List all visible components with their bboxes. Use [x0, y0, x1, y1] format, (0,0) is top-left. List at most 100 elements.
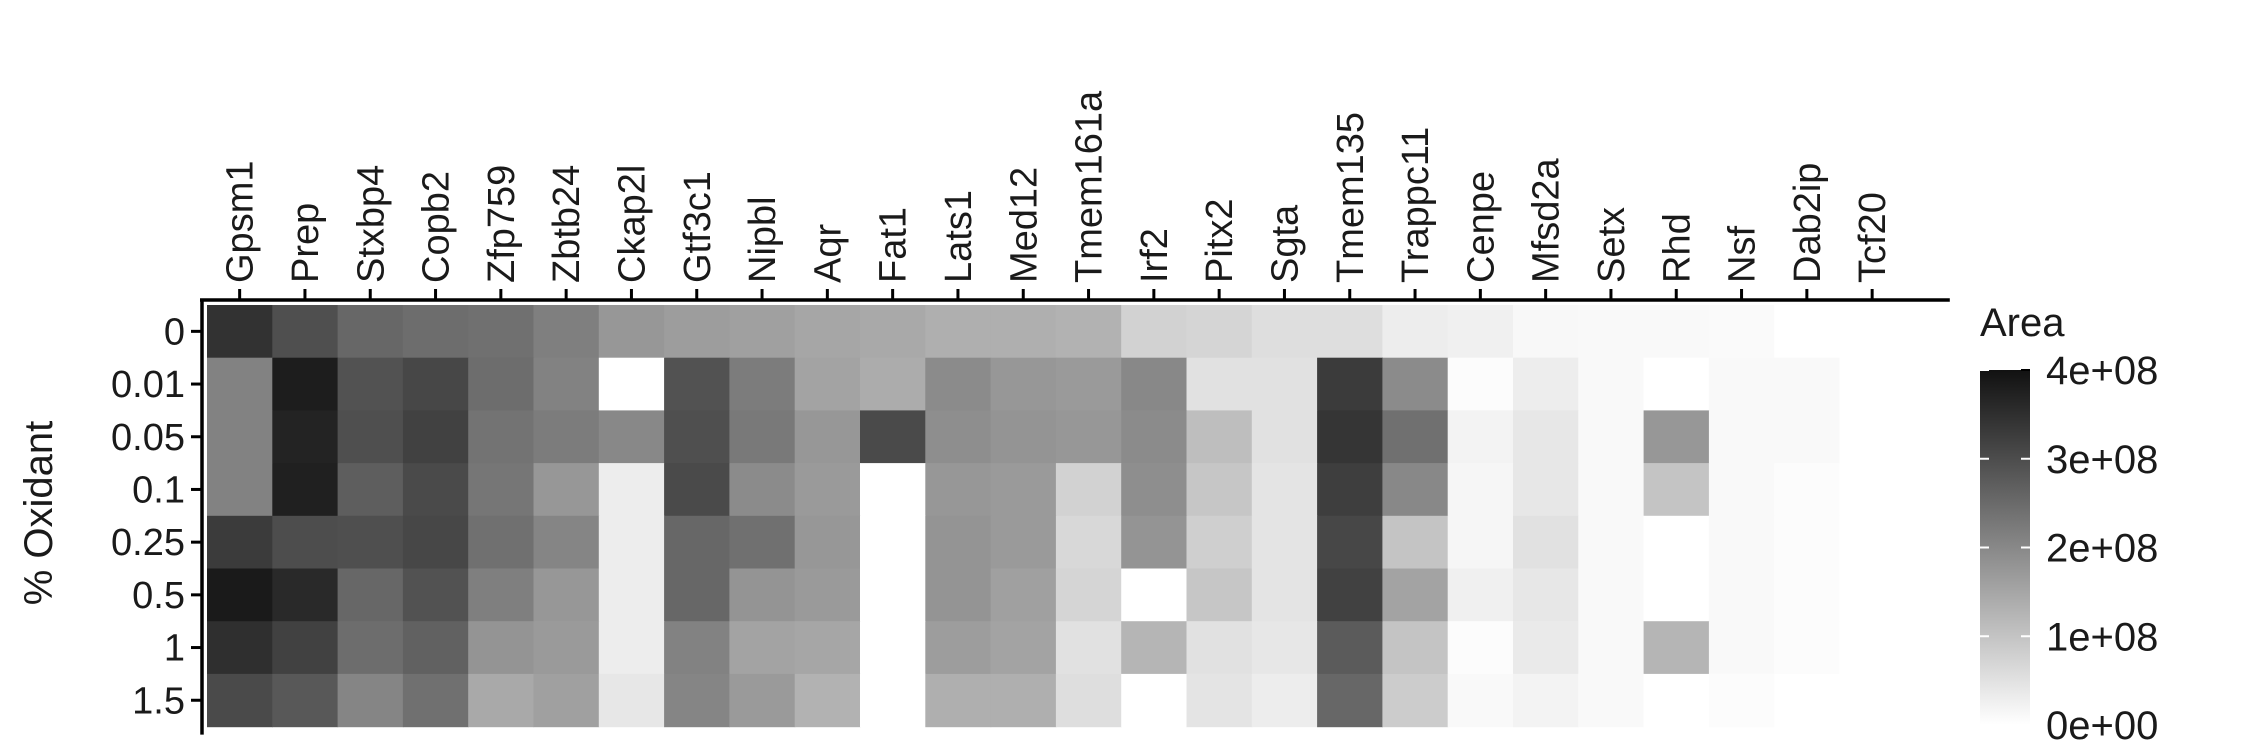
- heatmap-cell-0-Rhd: [1643, 305, 1710, 359]
- heatmap-cell-0-Trappc11: [1382, 305, 1449, 359]
- column-label-Lats1: Lats1: [938, 190, 980, 283]
- heatmap-cell-1.5-Sgta: [1251, 673, 1318, 728]
- heatmap-cell-0.05-Setx: [1578, 410, 1645, 464]
- heatmap-cell-0.5-Tmem135: [1317, 568, 1383, 622]
- heatmap-cell-0.25-Aqr: [794, 515, 861, 570]
- heatmap-cell-1.5-Tcf20: [1839, 673, 1906, 728]
- heatmap-cell-0.01-Zbtb24: [533, 357, 600, 411]
- column-label-Cenpe: Cenpe: [1460, 171, 1502, 283]
- row-label-1: 1: [164, 628, 185, 670]
- heatmap-cell-0.01-Tcf20: [1839, 357, 1906, 411]
- heatmap-cell-0-Mfsd2a: [1513, 305, 1579, 359]
- heatmap-cell-0.5-Nsf: [1708, 568, 1775, 622]
- heatmap-cell-0.01-Dab2ip: [1774, 357, 1841, 411]
- heatmap-cell-0.5-Zfp759: [468, 568, 535, 622]
- heatmap-cell-0.1-Irf2: [1121, 463, 1188, 517]
- heatmap-cell-0.1-Tmem135: [1317, 463, 1383, 517]
- heatmap-cell-1-Sgta: [1251, 621, 1318, 675]
- column-label-Med12: Med12: [1003, 167, 1045, 283]
- heatmap-cell-0-Copb2: [402, 305, 469, 359]
- heatmap-cell-0.05-Lats1: [925, 410, 992, 464]
- heatmap-cell-1-Aqr: [794, 621, 861, 675]
- heatmap-cell-0.5-Tmem161a: [1055, 568, 1122, 622]
- heatmap-cell-0.01-Copb2: [402, 357, 469, 411]
- heatmap-cell-0.1-Tmem161a: [1055, 463, 1122, 517]
- heatmap-cell-1-Zbtb24: [533, 621, 600, 675]
- heatmap-cell-0.5-Med12: [990, 568, 1057, 622]
- heatmap-cell-0-Prep: [272, 305, 339, 359]
- column-label-Stxbp4: Stxbp4: [350, 165, 392, 283]
- heatmap-cell-1-Ckap2l: [598, 621, 665, 675]
- heatmap-cell-0.5-Copb2: [402, 568, 469, 622]
- heatmap-cell-0.01-Tmem161a: [1055, 357, 1122, 411]
- heatmap-cell-0.25-Prep: [272, 515, 339, 570]
- heatmap-cell-0.5-Irf2: [1121, 568, 1188, 622]
- heatmap-cell-0.25-Nsf: [1708, 515, 1775, 570]
- heatmap-cell-0.5-Tcf20: [1839, 568, 1906, 622]
- heatmap-cell-0.1-Tcf20: [1839, 463, 1906, 517]
- heatmap-cell-0.1-Aqr: [794, 463, 861, 517]
- heatmap-cell-1-Dab2ip: [1774, 621, 1841, 675]
- heatmap-cell-1.5-Prep: [272, 673, 339, 728]
- column-label-Nipbl: Nipbl: [742, 196, 784, 283]
- heatmap-cell-0.01-Rhd: [1643, 357, 1710, 411]
- heatmap-cell-0.5-Trappc11: [1382, 568, 1449, 622]
- heatmap-cell-1-Nipbl: [729, 621, 796, 675]
- row-label-0.1: 0.1: [132, 470, 185, 512]
- heatmap-cell-0.5-Ckap2l: [598, 568, 665, 622]
- heatmap-cell-0.25-Zbtb24: [533, 515, 600, 570]
- heatmap-cell-0.01-Stxbp4: [337, 357, 404, 411]
- column-label-Tmem161a: Tmem161a: [1069, 90, 1111, 283]
- heatmap-cell-0.1-Setx: [1578, 463, 1645, 517]
- column-label-Copb2: Copb2: [416, 171, 458, 283]
- heatmap-cell-1.5-Cenpe: [1447, 673, 1514, 728]
- heatmap-cell-0.25-Fat1: [860, 515, 926, 570]
- heatmap-cell-0.25-Stxbp4: [337, 515, 404, 570]
- heatmap-cell-0.25-Med12: [990, 515, 1057, 570]
- heatmap-cell-1-Gtf3c1: [664, 621, 730, 675]
- heatmap-cell-0.01-Irf2: [1121, 357, 1188, 411]
- column-labels: Gpsm1 Prep Stxbp4 Copb2 Zfp759 Zbtb24 Ckap2l Gt…: [220, 90, 1894, 283]
- heatmap-cell-0-Pitx2: [1186, 305, 1253, 359]
- heatmap-cell-1.5-Gpsm1: [207, 673, 273, 728]
- heatmap-cell-0.25-Gtf3c1: [664, 515, 730, 570]
- heatmap-cell-0.01-Zfp759: [468, 357, 535, 411]
- heatmap-cell-0.05-Sgta: [1251, 410, 1318, 464]
- heatmap-cell-0.05-Zfp759: [468, 410, 535, 464]
- heatmap-cell-1.5-Rhd: [1643, 673, 1710, 728]
- heatmap-cell-0.05-Dab2ip: [1774, 410, 1841, 464]
- heatmap-cell-0.5-Setx: [1578, 568, 1645, 622]
- column-label-Nsf: Nsf: [1722, 226, 1764, 283]
- heatmap-cell-0.25-Trappc11: [1382, 515, 1449, 570]
- heatmap-cell-0.01-Gpsm1: [207, 357, 273, 411]
- heatmap-cell-1-Mfsd2a: [1513, 621, 1579, 675]
- heatmap-cell-0.1-Gpsm1: [207, 463, 273, 517]
- column-label-Setx: Setx: [1591, 207, 1633, 283]
- heatmap-cell-0-Tmem135: [1317, 305, 1383, 359]
- heatmap-cell-0-Tmem161a: [1055, 305, 1122, 359]
- heatmap-cell-0.5-Aqr: [794, 568, 861, 622]
- heatmap-cell-0-Gtf3c1: [664, 305, 730, 359]
- heatmap-cell-0-Lats1: [925, 305, 992, 359]
- heatmap-cell-1.5-Copb2: [402, 673, 469, 728]
- heatmap-cell-0.01-Gtf3c1: [664, 357, 730, 411]
- heatmap-cell-0.01-Cenpe: [1447, 357, 1514, 411]
- heatmap-cell-1-Lats1: [925, 621, 992, 675]
- heatmap-cell-0.1-Zbtb24: [533, 463, 600, 517]
- heatmap-cell-0.1-Mfsd2a: [1513, 463, 1579, 517]
- heatmap-cell-0-Dab2ip: [1774, 305, 1841, 359]
- heatmap-cell-1.5-Lats1: [925, 673, 992, 728]
- heatmap-cell-0.5-Dab2ip: [1774, 568, 1841, 622]
- heatmap-cell-0.01-Ckap2l: [598, 357, 665, 411]
- heatmap-cell-0.25-Dab2ip: [1774, 515, 1841, 570]
- heatmap-cell-0.25-Sgta: [1251, 515, 1318, 570]
- heatmap-cell-1.5-Nsf: [1708, 673, 1775, 728]
- heatmap-cell-0-Setx: [1578, 305, 1645, 359]
- legend-tick-label-1: 1e+08: [2046, 615, 2158, 659]
- heatmap-cell-0.1-Nsf: [1708, 463, 1775, 517]
- heatmap-cell-0.05-Stxbp4: [337, 410, 404, 464]
- heatmap-cell-0.5-Gtf3c1: [664, 568, 730, 622]
- heatmap-cell-0.25-Lats1: [925, 515, 992, 570]
- heatmap-cell-0.05-Zbtb24: [533, 410, 600, 464]
